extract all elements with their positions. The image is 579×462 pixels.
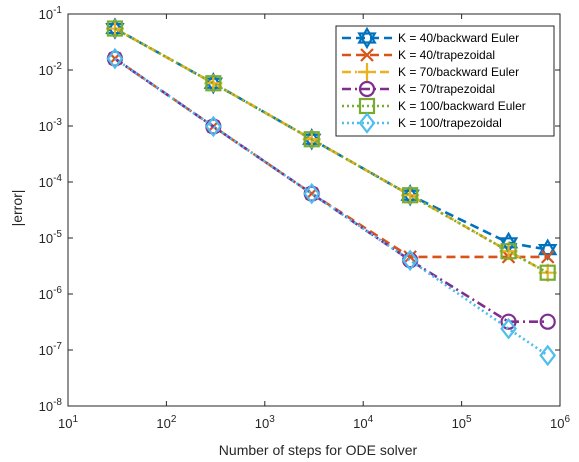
data-point-6-1 (106, 47, 124, 70)
data-point-6-5 (500, 317, 517, 340)
legend-marker-1 (357, 26, 377, 50)
x-tick-label-6: 106 (550, 414, 570, 431)
x-axis-label: Number of steps for ODE solver (219, 442, 418, 458)
y-tick-label-8: 10-1 (39, 5, 63, 22)
legend-label-2: K = 40/trapezoidal (398, 48, 495, 62)
y-tick-label-7: 10-2 (39, 61, 63, 78)
legend-item-4: K = 70/trapezoidal (342, 80, 495, 98)
legend-label-1: K = 40/backward Euler (398, 31, 519, 45)
data-point-5-5 (500, 243, 517, 260)
legend-label-4: K = 70/trapezoidal (398, 82, 495, 96)
data-point-2-4 (403, 250, 417, 264)
x-tick-label-5: 105 (452, 414, 472, 431)
legend-item-6: K = 100/trapezoidal (342, 112, 502, 134)
x-tick-label-1: 101 (58, 414, 78, 431)
legend-marker-6 (358, 112, 376, 134)
data-point-5-6 (539, 264, 556, 281)
y-tick-label-5: 10-4 (39, 173, 63, 190)
x-tick-label-3: 103 (255, 414, 275, 431)
y-tick-label-2: 10-7 (39, 341, 63, 358)
plot-area-frame (67, 13, 561, 407)
axis-ticks: 101 102 103 104 105 106 10-8 10-7 10-6 10-5 10-4 10… (39, 5, 571, 431)
legend-label-5: K = 100/backward Euler (398, 99, 526, 113)
legend-marker-3 (358, 63, 376, 81)
data-point-5-2 (205, 75, 222, 92)
data-point-5-1 (106, 20, 124, 37)
data-point-6-2 (204, 115, 222, 138)
legend-label-6: K = 100/trapezoidal (398, 116, 502, 130)
data-point-6-3 (303, 182, 321, 205)
y-tick-label-4: 10-5 (39, 229, 63, 246)
legend-box (335, 25, 555, 137)
y-tick-label-3: 10-6 (39, 285, 63, 302)
y-axis-label: |error| (9, 190, 25, 227)
data-point-6-4 (401, 249, 419, 272)
data-point-5-4 (402, 187, 419, 204)
data-point-2-6 (540, 250, 555, 264)
y-tick-label-1: 10-8 (39, 397, 63, 414)
data-point-4-5 (500, 313, 517, 330)
plot-marks (105, 17, 558, 367)
x-tick-label-4: 104 (353, 414, 373, 431)
legend: K = 40/backward Euler K = 40/trapezoidal K… (335, 25, 555, 137)
x-tick-label-2: 102 (156, 414, 176, 431)
legend-marker-4 (358, 80, 376, 98)
series-6 (106, 47, 557, 367)
legend-item-2: K = 40/trapezoidal (342, 48, 495, 62)
legend-item-1: K = 40/backward Euler (342, 26, 519, 50)
data-point-6-6 (539, 344, 557, 367)
data-point-4-6 (539, 313, 556, 330)
data-point-5-3 (303, 131, 320, 148)
y-tick-label-6: 10-3 (39, 117, 63, 134)
legend-marker-2 (360, 48, 374, 62)
legend-item-3: K = 70/backward Euler (342, 63, 519, 81)
series-5 (106, 20, 556, 281)
legend-label-3: K = 70/backward Euler (398, 65, 519, 79)
series-line-6 (114, 57, 549, 357)
